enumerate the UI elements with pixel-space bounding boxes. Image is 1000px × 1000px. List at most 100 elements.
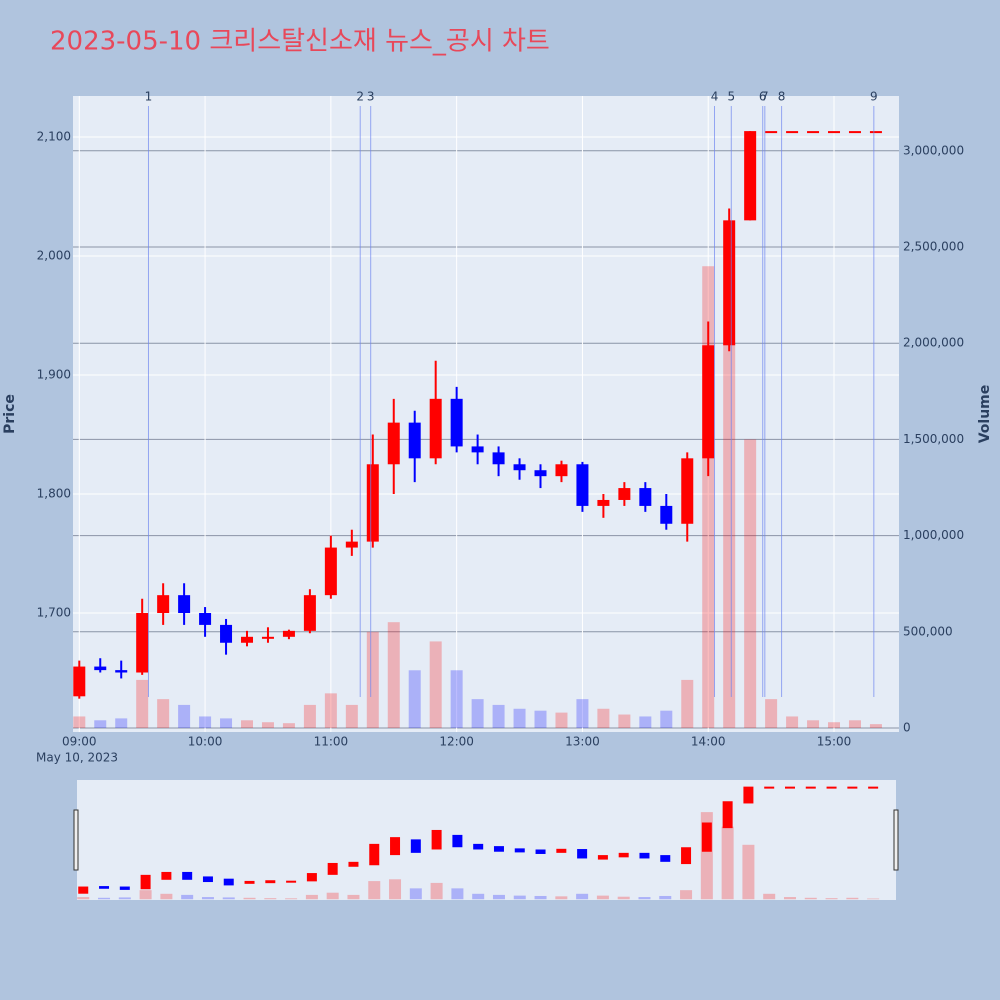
volume-bar: [869, 724, 882, 728]
volume-bar: [73, 716, 86, 728]
y-tick-label: 1,900: [37, 368, 71, 382]
candle-body: [492, 452, 505, 465]
volume-bar: [513, 708, 526, 728]
mini-volume-bar: [243, 897, 256, 900]
volume-bar: [136, 679, 149, 728]
event-label: 5: [727, 90, 735, 104]
mini-volume-bar: [77, 897, 90, 900]
mini-volume-bar: [867, 898, 880, 900]
volume-bar: [618, 714, 631, 728]
volume-bar: [786, 716, 799, 728]
volume-bar: [450, 670, 463, 728]
candle-body: [94, 666, 107, 671]
volume-bar: [178, 704, 191, 728]
mini-volume-bar: [763, 893, 776, 900]
volume-bar: [429, 641, 442, 728]
event-label: 6: [759, 90, 767, 104]
mini-volume-bar: [721, 826, 734, 900]
mini-volume-bar: [472, 893, 485, 900]
candle-body: [576, 464, 589, 506]
mini-volume-bar: [783, 897, 796, 900]
y2-tick-label: 2,500,000: [903, 239, 964, 253]
y2-tick-label: 0: [903, 720, 911, 734]
event-label: 7: [761, 90, 769, 104]
mini-volume-bar: [409, 888, 422, 900]
mini-volume-bar: [305, 894, 318, 900]
volume-bar: [555, 712, 568, 728]
mini-volume-bar: [576, 893, 589, 900]
candle-body: [115, 670, 128, 673]
candle-body: [765, 131, 778, 134]
volume-bar: [408, 670, 421, 728]
volume-bar: [744, 439, 757, 728]
x-tick-label: 12:00: [439, 735, 474, 749]
candle-body: [199, 613, 212, 625]
candle-body: [73, 666, 86, 697]
mini-volume-bar: [659, 895, 672, 900]
mini-volume-bar: [513, 895, 526, 900]
candle-body: [848, 131, 861, 134]
mini-volume-bar: [555, 896, 568, 900]
y2-tick-label: 3,000,000: [903, 143, 964, 157]
mini-volume-bar: [492, 894, 505, 900]
volume-bar: [576, 699, 589, 728]
volume-bar: [303, 704, 316, 728]
event-label: 1: [145, 90, 153, 104]
volume-bar: [220, 718, 233, 728]
candle-body: [534, 470, 547, 477]
candle-body: [639, 488, 652, 506]
volume-bar: [639, 716, 652, 728]
y2-tick-label: 1,000,000: [903, 528, 964, 542]
mini-volume-bar: [638, 897, 651, 900]
event-label: 3: [367, 90, 375, 104]
candle-body: [828, 131, 841, 134]
volume-bar: [681, 679, 694, 728]
volume-bar: [115, 718, 128, 728]
candle-body: [702, 345, 715, 459]
candle-body: [660, 505, 673, 524]
candle-body: [450, 398, 463, 447]
mini-volume-bar: [285, 898, 298, 900]
range-handle[interactable]: [73, 809, 79, 871]
volume-bar: [345, 704, 358, 728]
x-tick-label: 11:00: [314, 735, 349, 749]
chart-title: 2023-05-10 크리스탈신소재 뉴스_공시 차트: [50, 27, 550, 57]
volume-bar: [282, 723, 295, 728]
candle-body: [136, 613, 149, 673]
event-label: 8: [778, 90, 786, 104]
volume-bar: [387, 622, 400, 728]
mini-volume-bar: [222, 897, 235, 900]
candle-body: [303, 595, 316, 631]
candle-body: [241, 636, 254, 643]
x-tick-label: 09:00: [62, 735, 97, 749]
volume-bar: [492, 704, 505, 728]
volume-bar: [848, 720, 861, 728]
volume-bar: [765, 699, 778, 728]
x-tick-label: 10:00: [188, 735, 223, 749]
candle-body: [324, 547, 337, 596]
volume-bar: [241, 720, 254, 728]
candle-body: [807, 131, 820, 134]
y-tick-label: 1,800: [37, 487, 71, 501]
candle-body: [261, 636, 274, 639]
y2-axis-title: Volume: [977, 385, 993, 444]
mini-volume-bar: [534, 895, 547, 900]
candle-body: [282, 630, 295, 637]
volume-bar: [199, 716, 212, 728]
mini-volume-bar: [389, 879, 402, 900]
volume-bar: [723, 343, 736, 728]
candle-body: [220, 624, 233, 643]
volume-bar: [660, 710, 673, 728]
candle-body: [366, 464, 379, 542]
mini-volume-bar: [118, 897, 131, 900]
mini-volume-bar: [617, 896, 630, 900]
y-tick-label: 2,100: [37, 130, 71, 144]
volume-bar: [534, 710, 547, 728]
range-handle[interactable]: [893, 809, 899, 871]
mini-volume-bar: [742, 844, 755, 900]
range-slider[interactable]: [77, 780, 896, 900]
volume-bar: [324, 693, 337, 728]
candle-body: [555, 464, 568, 477]
mini-volume-bar: [430, 882, 443, 900]
